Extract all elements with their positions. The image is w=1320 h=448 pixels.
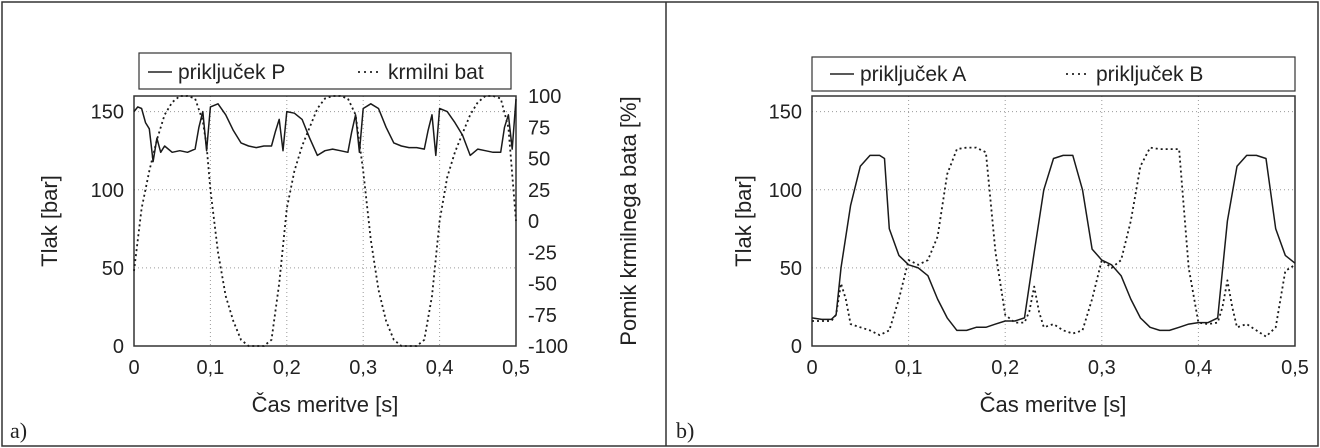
chart-a-y2-tick-label: -75	[528, 305, 557, 327]
panel-label-a: a)	[10, 418, 27, 443]
chart-a-x-tick-label: 0,3	[349, 357, 377, 379]
chart-a-y-tick-label: 100	[91, 180, 124, 202]
chart-a-y-tick-label: 0	[113, 336, 124, 358]
chart-a-legend-label-p: priključek P	[178, 61, 285, 84]
chart-b-legend-label-a: priključek A	[860, 63, 966, 86]
chart-a-y2-tick-label: 75	[528, 117, 550, 139]
chart-b-grid	[812, 96, 1295, 346]
chart-a-x-tick-label: 0,1	[196, 357, 224, 379]
chart-b-y-tick-label: 150	[769, 102, 802, 124]
chart-b-series-line-2	[812, 146, 1296, 338]
chart-a-series-line-2	[133, 95, 517, 347]
chart-b-y-tick-label: 50	[780, 258, 802, 280]
chart-a-ticks: 0 0,1 0,2 0,3 0,4 0,5 0 50 100 150 100 75 50 25 0 -25 -5…	[91, 86, 568, 379]
chart-a-series-line-1	[133, 99, 517, 163]
chart-a-y2-tick-label: 25	[528, 180, 550, 202]
chart-a-y2-tick-label: -50	[528, 274, 557, 296]
chart-a-x-tick-label: 0,2	[273, 357, 301, 379]
chart-b-x-tick-label: 0	[806, 357, 817, 379]
chart-b-x-tick-label: 0,4	[1184, 357, 1212, 379]
chart-a-legend	[138, 52, 512, 90]
chart-b-series	[811, 146, 1296, 338]
chart-b-plot-frame	[811, 95, 1296, 347]
chart-a-y2-tick-label: 50	[528, 149, 550, 171]
chart-a-y-tick-label: 50	[102, 258, 124, 280]
chart-a-plot-frame	[133, 95, 517, 347]
chart-a-y2-tick-label: 0	[528, 211, 539, 233]
chart-b-y-axis-label: Tlak [bar]	[731, 175, 756, 267]
chart-a: 0 0,1 0,2 0,3 0,4 0,5 0 50 100 150 100 75 50 25 0 -25 -5…	[10, 52, 641, 443]
chart-b-x-tick-label: 0,3	[1088, 357, 1116, 379]
panel-label-b: b)	[676, 418, 694, 443]
chart-b: 0 0,1 0,2 0,3 0,4 0,5 0 50 100 150 priključek A p…	[676, 56, 1309, 443]
chart-b-x-tick-label: 0,1	[895, 357, 923, 379]
chart-b-y-tick-label: 0	[791, 336, 802, 358]
chart-a-y2-tick-label: 100	[528, 86, 561, 108]
chart-a-x-tick-label: 0	[128, 357, 139, 379]
chart-a-x-axis-label: Čas meritve [s]	[252, 392, 399, 417]
chart-a-grid	[134, 96, 516, 346]
chart-b-y-tick-label: 100	[769, 180, 802, 202]
chart-a-x-tick-label: 0,5	[502, 357, 530, 379]
chart-b-legend	[811, 56, 1296, 92]
chart-a-y2-tick-label: -100	[528, 336, 568, 358]
chart-a-legend-label-bat: krmilni bat	[388, 61, 484, 84]
chart-b-x-tick-label: 0,5	[1281, 357, 1309, 379]
chart-a-y-axis-label: Tlak [bar]	[37, 175, 62, 267]
chart-b-x-tick-label: 0,2	[991, 357, 1019, 379]
chart-a-x-tick-label: 0,4	[426, 357, 454, 379]
chart-a-y2-tick-label: -25	[528, 242, 557, 264]
chart-b-x-axis-label: Čas meritve [s]	[980, 392, 1127, 417]
chart-a-y-tick-label: 150	[91, 102, 124, 124]
chart-a-series	[133, 95, 517, 347]
chart-b-series-line-1	[811, 154, 1296, 332]
chart-b-legend-label-b: priključek B	[1096, 63, 1203, 86]
chart-b-ticks: 0 0,1 0,2 0,3 0,4 0,5 0 50 100 150	[769, 102, 1309, 379]
chart-a-y2-axis-label: Pomik krmilnega bata [%]	[616, 96, 641, 345]
